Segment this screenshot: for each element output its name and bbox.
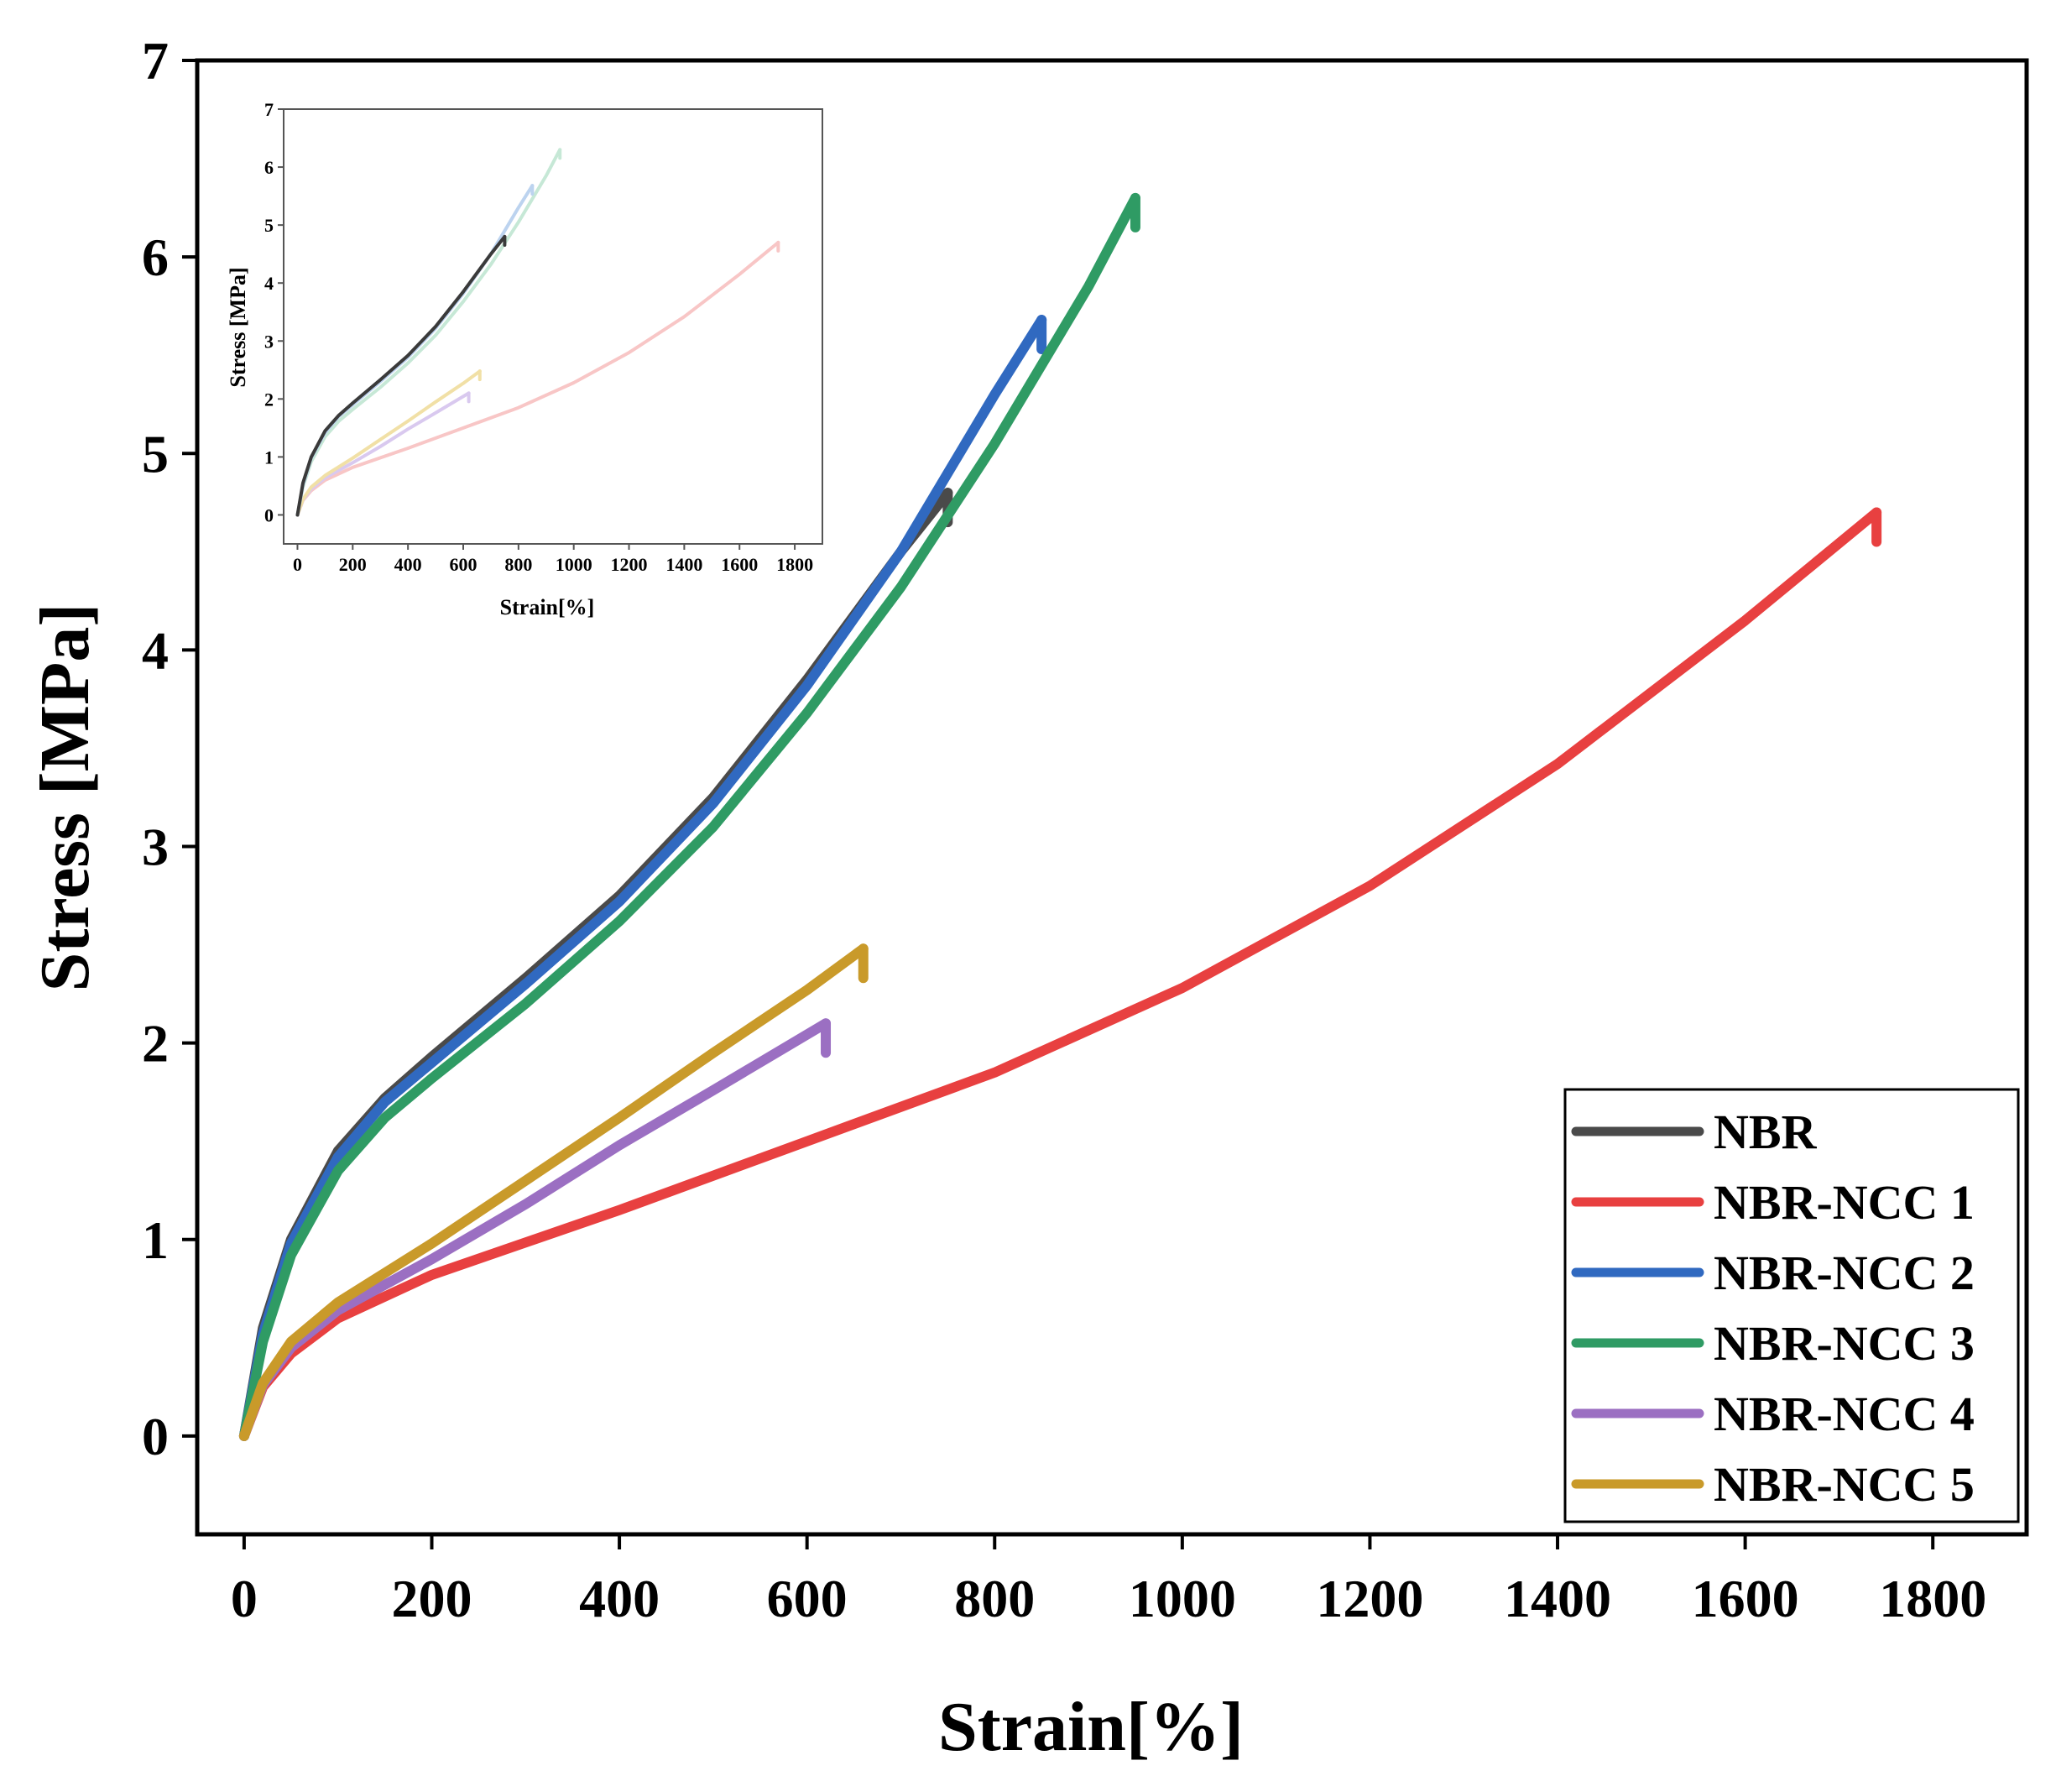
inset-x-tick-label: 1000	[556, 554, 592, 575]
legend-label-nbr-ncc-4: NBR-NCC 4	[1714, 1387, 1975, 1441]
inset-y-ticks: 0 1 2 3 4 5 6 7	[264, 99, 284, 525]
inset-x-tick-label: 600	[450, 554, 477, 575]
inset-x-tick-label: 400	[394, 554, 422, 575]
legend-label-nbr-ncc-3: NBR-NCC 3	[1714, 1316, 1975, 1371]
main-x-tick-label: 200	[391, 1569, 472, 1628]
main-x-ticks: 0 200 400 600 800 1000 1200 1400 1600 1800	[231, 1534, 1986, 1628]
inset-x-tick-label: 1800	[776, 554, 813, 575]
main-y-tick-label: 5	[142, 424, 169, 483]
main-y-tick-label: 6	[142, 227, 169, 287]
main-x-tick-label: 0	[231, 1569, 258, 1628]
inset-x-ticks: 0 200 400 600 800 1000 1200 1400 1600 1800	[293, 544, 813, 575]
main-y-ticks: 0 1 2 3 4 5 6 7	[142, 31, 197, 1466]
main-x-tick-label: 1000	[1129, 1569, 1236, 1628]
main-plot: 0 200 400 600 800 1000 1200 1400 1600 1800 012345…	[26, 31, 2029, 1766]
main-series-nbr-ncc-4	[238, 1018, 831, 1441]
inset-x-tick-label: 1200	[611, 554, 648, 575]
main-y-tick-label: 4	[142, 620, 169, 680]
inset-series-nbr-ncc-4	[295, 391, 471, 517]
inset-x-tick-label: 800	[504, 554, 532, 575]
inset-y-tick-label: 3	[264, 331, 274, 352]
main-x-tick-label: 400	[579, 1569, 660, 1628]
main-y-axis-label: Stress [MPa]	[26, 603, 104, 992]
inset-x-tick-label: 0	[293, 554, 302, 575]
legend: NBR NBR-NCC 1 NBR-NCC 2 NBR-NCC 3 NBR-NCC 4 N…	[1563, 1088, 2020, 1523]
legend-items: NBR NBR-NCC 1 NBR-NCC 2 NBR-NCC 3 NBR-NCC 4 N…	[1571, 1105, 1975, 1512]
inset-y-tick-label: 2	[264, 389, 274, 410]
legend-label-nbr-ncc-2: NBR-NCC 2	[1714, 1246, 1975, 1300]
main-series-nbr-ncc-2	[238, 315, 1047, 1441]
main-x-tick-label: 800	[954, 1569, 1035, 1628]
main-y-tick-label: 0	[142, 1407, 169, 1466]
main-y-tick-label: 2	[142, 1014, 169, 1074]
inset-series-nbr-ncc-3	[295, 148, 562, 517]
legend-box	[1563, 1088, 2020, 1523]
inset-y-tick-label: 1	[264, 447, 274, 468]
inset-y-tick-label: 6	[264, 157, 274, 178]
main-x-tick-label: 1800	[1879, 1569, 1986, 1628]
main-x-tick-label: 1600	[1692, 1569, 1799, 1628]
inset-y-tick-label: 0	[264, 504, 274, 525]
legend-label-nbr-ncc-5: NBR-NCC 5	[1714, 1457, 1975, 1512]
main-y-tick-label: 1	[142, 1210, 169, 1270]
inset-series-nbr	[295, 234, 507, 517]
main-x-tick-label: 1400	[1504, 1569, 1611, 1628]
inset-series-nbr-ncc-1	[295, 240, 780, 517]
main-x-tick-label: 600	[767, 1569, 848, 1628]
main-series-group	[238, 192, 1882, 1441]
main-plot-frame	[195, 58, 2029, 1537]
inset-y-tick-label: 5	[264, 215, 274, 236]
inset-series-nbr-ncc-5	[295, 369, 482, 517]
inset-series-group	[295, 148, 780, 517]
main-series-nbr-ncc-5	[238, 943, 869, 1441]
legend-label-nbr-ncc-1: NBR-NCC 1	[1714, 1175, 1975, 1230]
inset-y-axis-label: Stress [MPa]	[226, 267, 250, 387]
inset-y-tick-label: 4	[264, 273, 274, 294]
legend-label-nbr: NBR	[1714, 1105, 1818, 1159]
main-y-tick-label: 7	[142, 31, 169, 91]
main-x-axis-label: Strain[%]	[938, 1688, 1244, 1766]
inset-plot: 0 200 400 600 800 1000 1200 1400 1600 1800 0 1 2 3 4 5…	[226, 99, 823, 619]
main-series-nbr-ncc-3	[238, 192, 1140, 1441]
inset-y-tick-label: 7	[264, 99, 274, 120]
inset-x-tick-label: 1600	[721, 554, 758, 575]
inset-x-axis-label: Strain[%]	[500, 595, 595, 619]
inset-plot-frame	[283, 108, 823, 545]
main-x-tick-label: 1200	[1316, 1569, 1423, 1628]
inset-x-tick-label: 200	[339, 554, 367, 575]
main-y-tick-label: 3	[142, 818, 169, 877]
inset-x-tick-label: 1400	[665, 554, 702, 575]
